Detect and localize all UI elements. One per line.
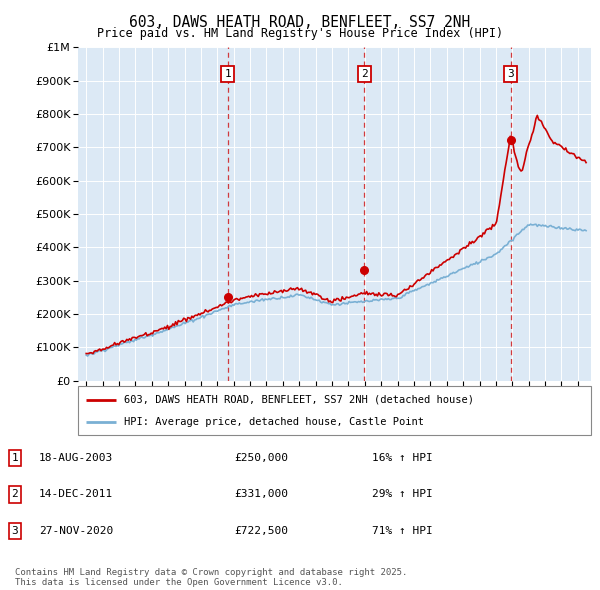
Text: 27-NOV-2020: 27-NOV-2020 <box>39 526 113 536</box>
Text: £722,500: £722,500 <box>234 526 288 536</box>
Text: 18-AUG-2003: 18-AUG-2003 <box>39 453 113 463</box>
Text: 1: 1 <box>224 69 231 79</box>
Text: 3: 3 <box>11 526 19 536</box>
FancyBboxPatch shape <box>78 386 591 435</box>
Text: HPI: Average price, detached house, Castle Point: HPI: Average price, detached house, Cast… <box>124 417 424 427</box>
Text: 29% ↑ HPI: 29% ↑ HPI <box>372 490 433 499</box>
Text: 2: 2 <box>361 69 368 79</box>
Text: Price paid vs. HM Land Registry's House Price Index (HPI): Price paid vs. HM Land Registry's House … <box>97 27 503 40</box>
Text: 603, DAWS HEATH ROAD, BENFLEET, SS7 2NH (detached house): 603, DAWS HEATH ROAD, BENFLEET, SS7 2NH … <box>124 395 474 405</box>
Text: £250,000: £250,000 <box>234 453 288 463</box>
Text: 1: 1 <box>11 453 19 463</box>
Text: 71% ↑ HPI: 71% ↑ HPI <box>372 526 433 536</box>
Text: Contains HM Land Registry data © Crown copyright and database right 2025.
This d: Contains HM Land Registry data © Crown c… <box>15 568 407 587</box>
Text: 16% ↑ HPI: 16% ↑ HPI <box>372 453 433 463</box>
Text: 3: 3 <box>508 69 514 79</box>
Text: £331,000: £331,000 <box>234 490 288 499</box>
Text: 603, DAWS HEATH ROAD, BENFLEET, SS7 2NH: 603, DAWS HEATH ROAD, BENFLEET, SS7 2NH <box>130 15 470 30</box>
Text: 2: 2 <box>11 490 19 499</box>
Text: 14-DEC-2011: 14-DEC-2011 <box>39 490 113 499</box>
